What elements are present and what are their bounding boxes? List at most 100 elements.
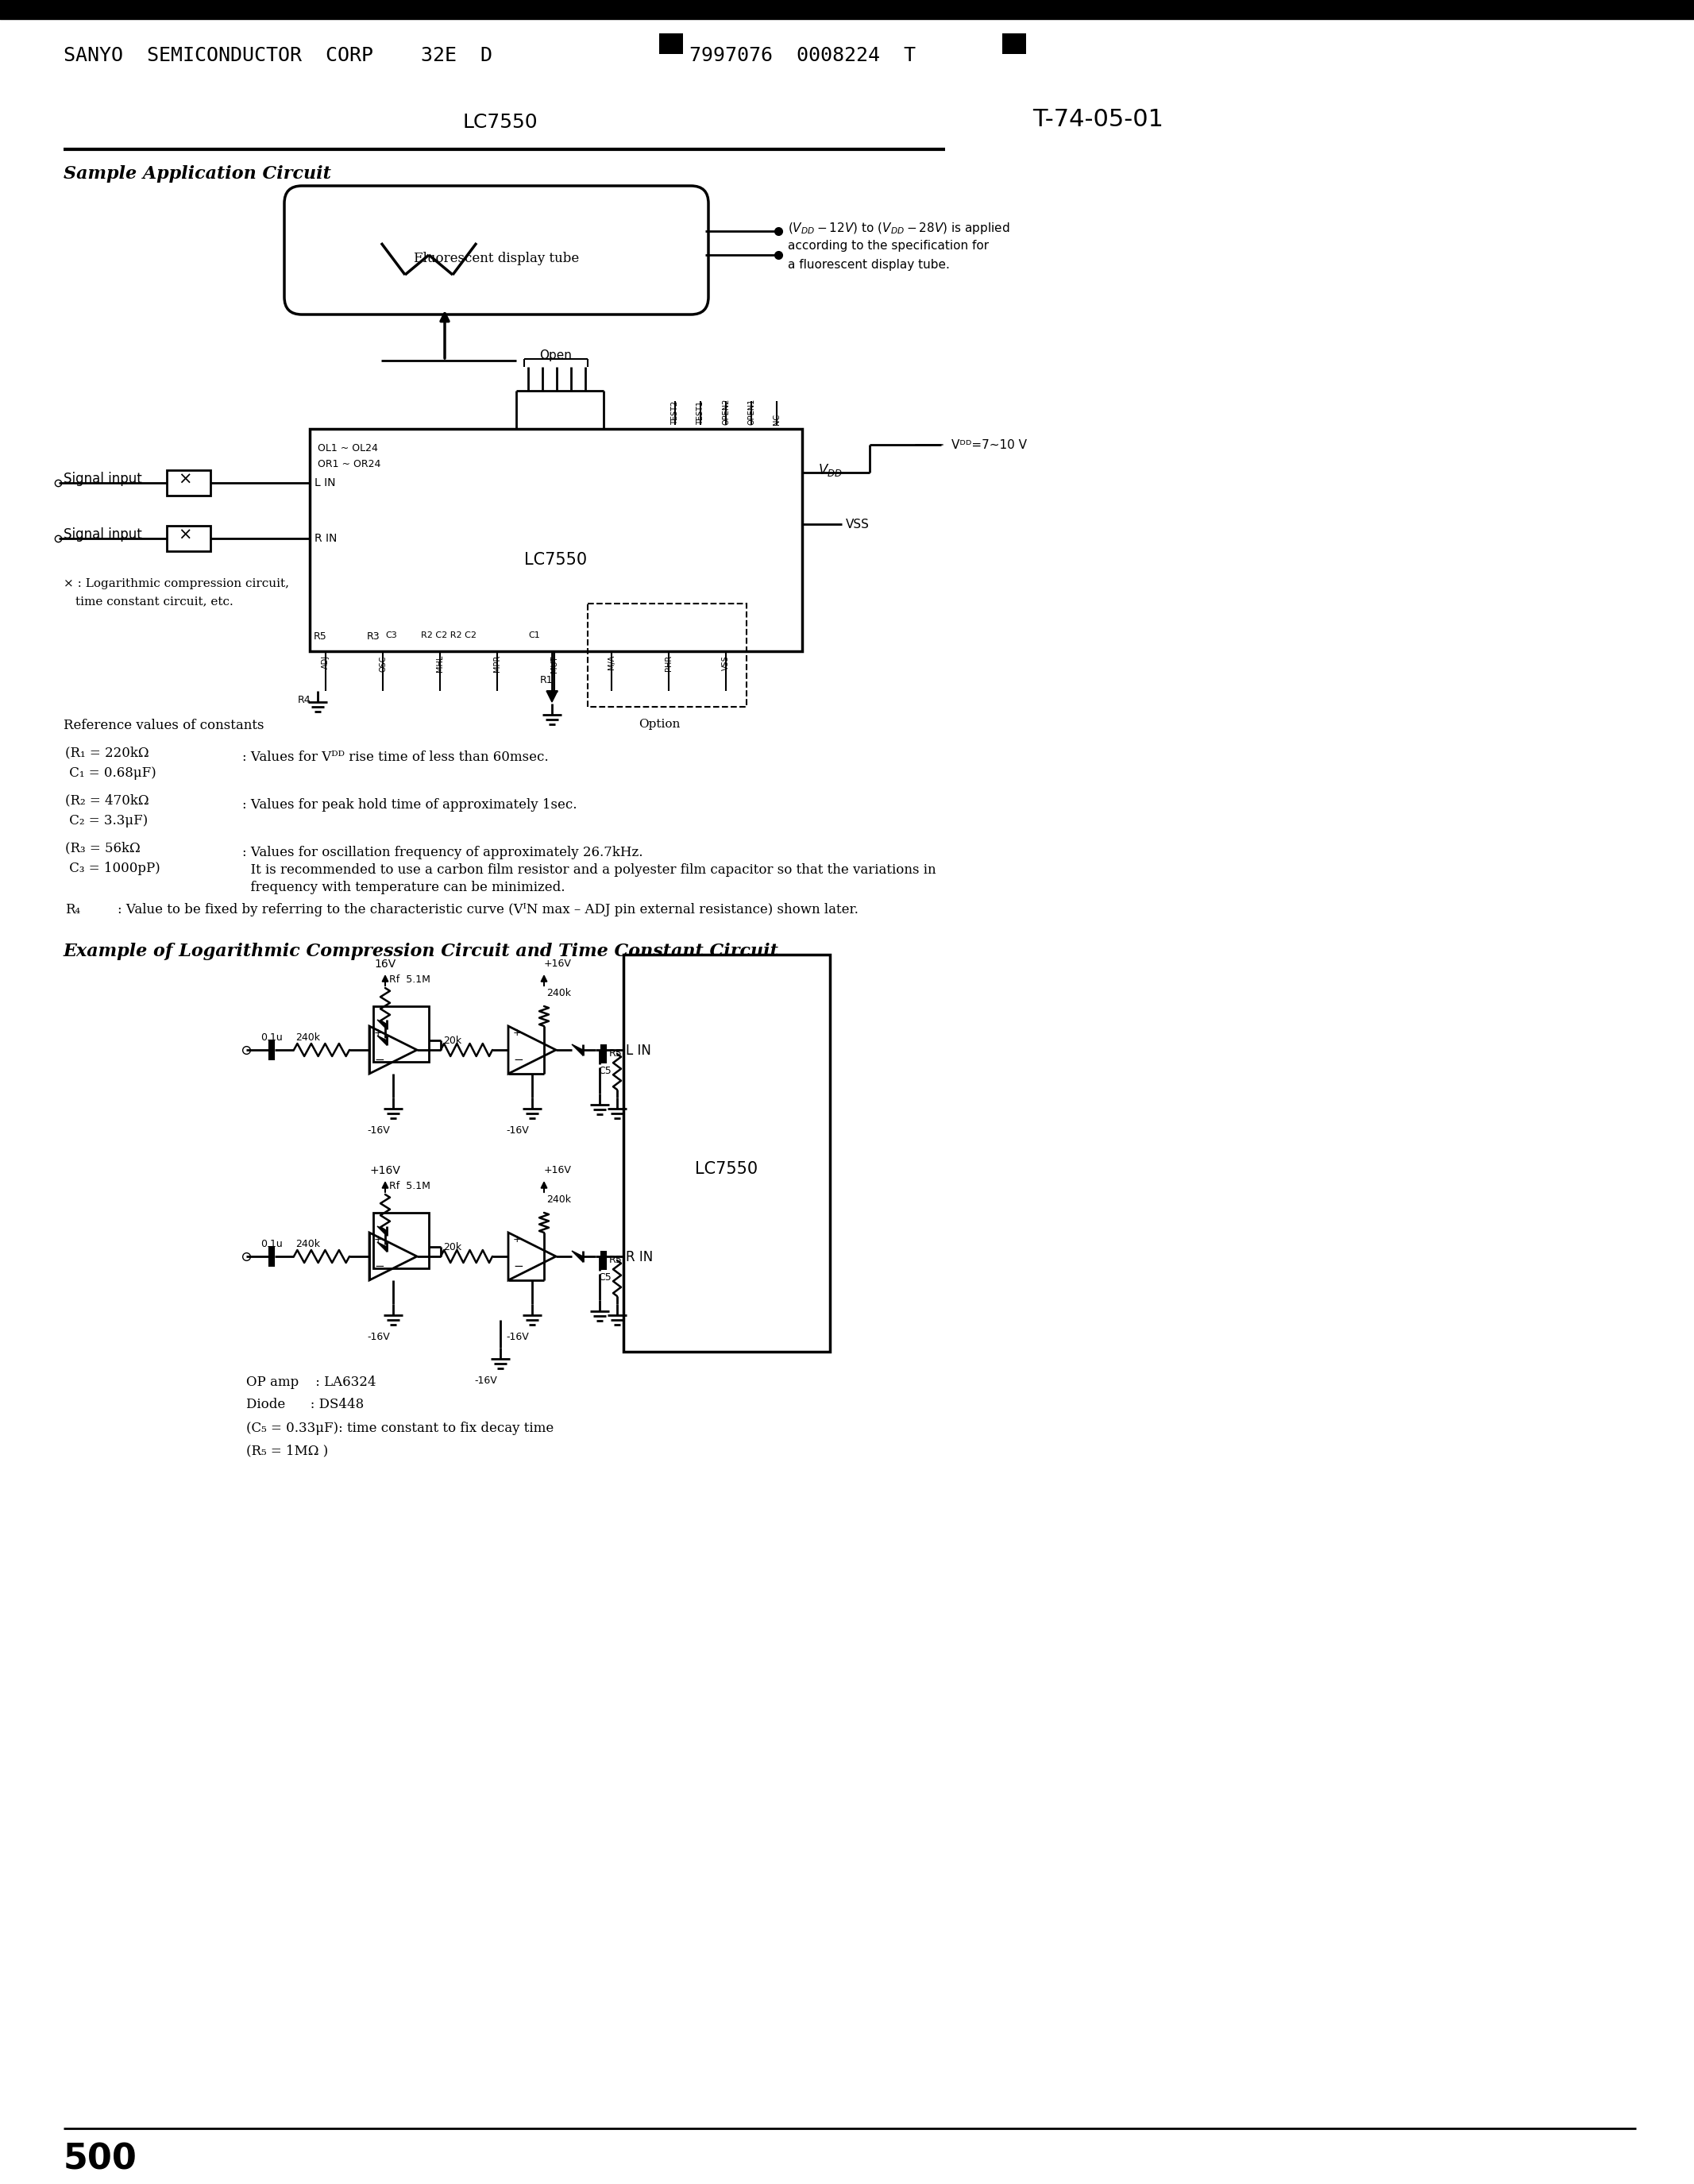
Bar	[588, 603, 747, 708]
Text: : Value to be fixed by referring to the characteristic curve (VᴵN max – ADJ pin : : Value to be fixed by referring to the …	[117, 902, 859, 917]
Text: M/A: M/A	[608, 655, 615, 670]
Text: 0.1u: 0.1u	[261, 1033, 283, 1042]
Text: $(V_{DD}-12V)$ to $(V_{DD}-28V)$ is applied: $(V_{DD}-12V)$ to $(V_{DD}-28V)$ is appl…	[788, 221, 1010, 236]
Text: Open: Open	[540, 349, 573, 360]
Text: 16V: 16V	[374, 959, 396, 970]
Text: 0.1u: 0.1u	[261, 1238, 283, 1249]
Text: NC: NC	[772, 413, 781, 426]
Text: C1: C1	[529, 631, 540, 640]
Text: Signal input: Signal input	[64, 472, 142, 487]
Text: Example of Logarithmic Compression Circuit and Time Constant Circuit: Example of Logarithmic Compression Circu…	[64, 943, 779, 961]
Text: according to the specification for: according to the specification for	[788, 240, 989, 251]
Polygon shape	[378, 1020, 386, 1029]
Text: L IN: L IN	[625, 1044, 650, 1057]
Polygon shape	[378, 1035, 386, 1046]
Text: Option: Option	[639, 719, 679, 729]
Text: OP amp    : LA6324: OP amp : LA6324	[246, 1376, 376, 1389]
Text: R4: R4	[298, 695, 312, 705]
Polygon shape	[378, 1243, 386, 1251]
Text: TEST1: TEST1	[696, 402, 705, 426]
Text: +16V: +16V	[369, 1164, 400, 1177]
Text: ADJ: ADJ	[322, 655, 330, 668]
Text: $V_{DD}$: $V_{DD}$	[818, 463, 842, 478]
Text: −: −	[513, 1260, 523, 1271]
Text: +: +	[374, 1234, 383, 1245]
Text: R IN: R IN	[315, 533, 337, 544]
Text: OR1 ~ OR24: OR1 ~ OR24	[318, 459, 381, 470]
Text: R5: R5	[610, 1256, 622, 1265]
Text: (C₅ = 0.33μF): time constant to fix decay time: (C₅ = 0.33μF): time constant to fix deca…	[246, 1422, 554, 1435]
Text: -16V: -16V	[368, 1332, 390, 1343]
Text: LC7550: LC7550	[462, 114, 539, 131]
Text: TEST2: TEST2	[671, 402, 679, 426]
Text: Vᴰᴰ=7~10 V: Vᴰᴰ=7~10 V	[952, 439, 1027, 452]
Text: C5: C5	[598, 1066, 612, 1077]
Text: × : Logarithmic compression circuit,: × : Logarithmic compression circuit,	[64, 579, 290, 590]
Bar	[166, 526, 210, 550]
Text: 240k: 240k	[547, 987, 571, 998]
Text: Fluorescent display tube: Fluorescent display tube	[413, 251, 579, 264]
Text: C₁ = 0.68μF): C₁ = 0.68μF)	[64, 767, 156, 780]
Text: R2 C2 R2 C2: R2 C2 R2 C2	[420, 631, 476, 640]
Polygon shape	[573, 1251, 583, 1262]
Text: -16V: -16V	[507, 1125, 529, 1136]
Text: R IN: R IN	[625, 1249, 652, 1265]
Text: −: −	[374, 1260, 385, 1271]
Text: R5: R5	[610, 1048, 622, 1059]
Text: frequency with temperature can be minimized.: frequency with temperature can be minimi…	[242, 880, 566, 893]
Text: : Values for peak hold time of approximately 1sec.: : Values for peak hold time of approxima…	[242, 797, 578, 812]
Text: +16V: +16V	[544, 1164, 571, 1175]
Text: 240k: 240k	[547, 1195, 571, 1206]
Text: Rf  5.1M: Rf 5.1M	[390, 974, 430, 985]
Text: Signal input: Signal input	[64, 526, 142, 542]
Text: C₃ = 1000pP): C₃ = 1000pP)	[64, 863, 161, 876]
Text: ×: ×	[178, 526, 191, 544]
Text: MUT: MUT	[551, 655, 559, 673]
Text: R1: R1	[540, 675, 554, 686]
Polygon shape	[573, 1044, 583, 1055]
Text: : Values for oscillation frequency of approximately 26.7kHz.: : Values for oscillation frequency of ap…	[242, 845, 644, 858]
Text: 240k: 240k	[295, 1238, 320, 1249]
Text: Reference values of constants: Reference values of constants	[64, 719, 264, 732]
Text: LC7550: LC7550	[695, 1162, 759, 1177]
Bar	[373, 1007, 429, 1061]
Polygon shape	[547, 690, 557, 701]
Text: VSS: VSS	[845, 518, 869, 531]
Text: +: +	[374, 1026, 383, 1037]
Text: R₄: R₄	[64, 902, 80, 917]
Text: OPEN2: OPEN2	[722, 397, 730, 426]
Text: +: +	[513, 1026, 522, 1037]
Text: OSC: OSC	[379, 655, 386, 670]
Text: 7997076  0008224  T: 7997076 0008224 T	[689, 46, 916, 66]
Text: 240k: 240k	[295, 1033, 320, 1042]
Text: -16V: -16V	[507, 1332, 529, 1343]
Text: R3: R3	[368, 631, 379, 642]
Text: (R₂ = 470kΩ: (R₂ = 470kΩ	[64, 793, 149, 806]
Bar	[166, 470, 210, 496]
Text: a fluorescent display tube.: a fluorescent display tube.	[788, 260, 950, 271]
Text: C5: C5	[598, 1273, 612, 1282]
Text: T-74-05-01: T-74-05-01	[1032, 107, 1164, 131]
Text: LC7550: LC7550	[525, 553, 588, 568]
Text: MHL: MHL	[435, 655, 444, 673]
Text: VSS: VSS	[722, 655, 730, 670]
Text: : Values for Vᴰᴰ rise time of less than 60msec.: : Values for Vᴰᴰ rise time of less than …	[242, 751, 549, 764]
Text: OL1 ~ OL24: OL1 ~ OL24	[318, 443, 378, 454]
Polygon shape	[378, 1225, 386, 1236]
Text: It is recommended to use a carbon film resistor and a polyester film capacitor s: It is recommended to use a carbon film r…	[242, 863, 937, 876]
Bar	[659, 33, 683, 55]
Text: -16V: -16V	[368, 1125, 390, 1136]
Text: −: −	[513, 1053, 523, 1066]
Text: +16V: +16V	[544, 959, 571, 970]
Text: −: −	[374, 1053, 385, 1066]
Text: C3: C3	[385, 631, 396, 640]
Text: Sample Application Circuit: Sample Application Circuit	[64, 166, 330, 183]
Text: OPEN1: OPEN1	[747, 397, 756, 426]
Text: (R₅ = 1MΩ ): (R₅ = 1MΩ )	[246, 1444, 329, 1457]
Text: 20k: 20k	[444, 1243, 461, 1251]
Bar	[373, 1212, 429, 1269]
Text: 500: 500	[64, 2143, 137, 2177]
Text: SANYO  SEMICONDUCTOR  CORP    32E  D: SANYO SEMICONDUCTOR CORP 32E D	[64, 46, 493, 66]
Text: ×: ×	[178, 472, 191, 487]
Text: L IN: L IN	[315, 478, 335, 489]
